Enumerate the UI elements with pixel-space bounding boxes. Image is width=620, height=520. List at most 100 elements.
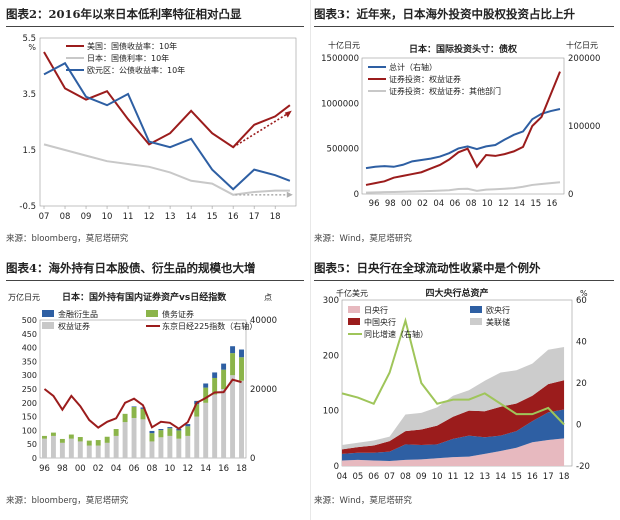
y-tick-label: 3.5 [22, 90, 36, 100]
bar-segment [59, 442, 65, 458]
chart-panel-3: 图表3：近年来，日本海外投资中股权投资占比上升 日本：国际投资头寸：债权 十亿日元… [314, 4, 614, 250]
bar-segment [203, 383, 209, 388]
area-series [342, 409, 565, 462]
bar-segment [77, 441, 83, 458]
x-tick-label: 14 [495, 472, 506, 482]
bar-segment [221, 363, 227, 370]
legend-label: 证券投资：权益证券 [389, 74, 461, 84]
bar-segment [95, 445, 101, 458]
y-tick-label-left: 0 [334, 462, 339, 472]
x-tick-label: 08 [147, 464, 158, 474]
y-tick-label-left: 100 [323, 407, 339, 417]
series-line [341, 317, 565, 426]
x-tick-label: 04 [337, 472, 348, 482]
plot-frame [39, 37, 297, 207]
legend-swatch [470, 306, 482, 313]
y-tick-label-left: 0 [354, 190, 359, 200]
y-tick-label-left: 1000000 [321, 99, 359, 109]
bar-segment [42, 438, 47, 458]
y-tick-label-right: 100000 [568, 122, 600, 132]
chart-title: 日本：国外持有国内证券资产vs日经指数 [62, 291, 227, 303]
bar-segment [113, 429, 119, 436]
source-note: 来源：bloomberg，莫尼塔研究 [6, 234, 129, 244]
x-tick-label: 09 [81, 212, 92, 222]
y-tick-label-left: 0 [32, 454, 37, 463]
bar-segment [140, 407, 146, 409]
y-tick-label-left: 350 [22, 357, 37, 366]
y-unit-right: 十亿日元 [566, 40, 598, 50]
trend-line-us [232, 112, 289, 148]
x-tick-label: 10 [102, 212, 113, 222]
bar-segment [131, 417, 137, 458]
x-tick-label: 14 [186, 212, 197, 222]
x-tick-label: 11 [448, 472, 459, 482]
x-tick-label: 13 [479, 472, 490, 482]
source-note: 来源：bloomberg，莫尼塔研究 [6, 496, 129, 506]
bar-segment [50, 432, 56, 436]
x-tick-label: 02 [93, 464, 104, 474]
area-series [342, 438, 565, 466]
bar-segment [140, 419, 146, 458]
source-note: 来源：Wind，莫尼塔研究 [314, 496, 412, 506]
legend-swatch [348, 306, 360, 313]
legend-label: 总计（右轴） [389, 62, 437, 72]
chart-svg: % -0.5 1.5 3.5 5.5 07 08 09 10 11 12 13 14 15 16 17 18 美国… [19, 34, 297, 222]
bar-segment [122, 413, 128, 423]
bar-segment [203, 387, 209, 403]
y-tick-label-left: 300 [22, 371, 37, 380]
legend-label: 日央行 [364, 305, 388, 315]
legend-label: 中国央行 [364, 317, 396, 327]
x-tick-label: 15 [207, 212, 218, 222]
x-tick-label: 17 [543, 472, 554, 482]
y-tick-label-right: 60 [576, 296, 587, 306]
legend-label: 东京日经225指数（右轴） [162, 321, 257, 331]
bar-segment [158, 429, 164, 431]
panel-title: 图表5：日央行在全球流动性收紧中是个例外 [314, 261, 541, 275]
x-tick-label: 00 [401, 199, 412, 209]
bar-segment [149, 433, 155, 442]
x-tick-label: 16 [547, 199, 558, 209]
bar-segment [203, 402, 209, 458]
bar-segment [42, 435, 47, 439]
legend-label: 证券投资：权益证券：其他部门 [389, 86, 501, 96]
x-tick-label: 98 [385, 199, 396, 209]
bar-segment [167, 427, 173, 429]
area-series [342, 347, 565, 450]
x-tick-label: 16 [527, 472, 538, 482]
y-tick-label-left: 50 [27, 440, 37, 449]
bar-segment [176, 430, 182, 439]
legend-swatch [470, 318, 482, 325]
x-tick-label: 06 [129, 464, 140, 474]
x-tick-label: 18 [236, 464, 247, 474]
y-unit-left: 十亿日元 [328, 40, 360, 50]
x-tick-label: 12 [182, 464, 193, 474]
y-tick-label-left: 150 [22, 413, 37, 422]
x-tick-label: 05 [352, 472, 363, 482]
y-tick-label-right: 200000 [568, 54, 600, 64]
bar-segment [212, 377, 218, 395]
y-tick-label-left: 450 [22, 330, 37, 339]
bar-segment [140, 408, 146, 420]
bar-segment [221, 389, 227, 458]
bar-segment [176, 438, 182, 458]
panel-title: 图表2：2016年以来日本低利率特征相对凸显 [6, 7, 242, 21]
legend-label: 同比增速（右轴） [364, 329, 428, 339]
x-tick-label: 13 [165, 212, 176, 222]
bar-segment [230, 375, 236, 458]
bar-segment [185, 424, 191, 427]
x-tick-label: 10 [164, 464, 175, 474]
bar-segment [167, 428, 173, 436]
x-tick-label: 12 [463, 472, 474, 482]
bar-segment [95, 440, 101, 446]
x-tick-label: 02 [417, 199, 428, 209]
x-tick-label: 96 [369, 199, 380, 209]
legend-swatch [348, 318, 360, 325]
series-line [43, 378, 242, 430]
panel-separator [310, 0, 311, 520]
chart-panel-4: 图表4：海外持有日本股债、衍生品的规模也大增 日本：国外持有国内证券资产vs日经… [6, 258, 304, 516]
trend-arrow-jp [286, 191, 293, 198]
legend-label: 欧央行 [486, 305, 510, 315]
bar-segment [68, 434, 74, 439]
y-tick-label-left: 250 [22, 385, 37, 394]
